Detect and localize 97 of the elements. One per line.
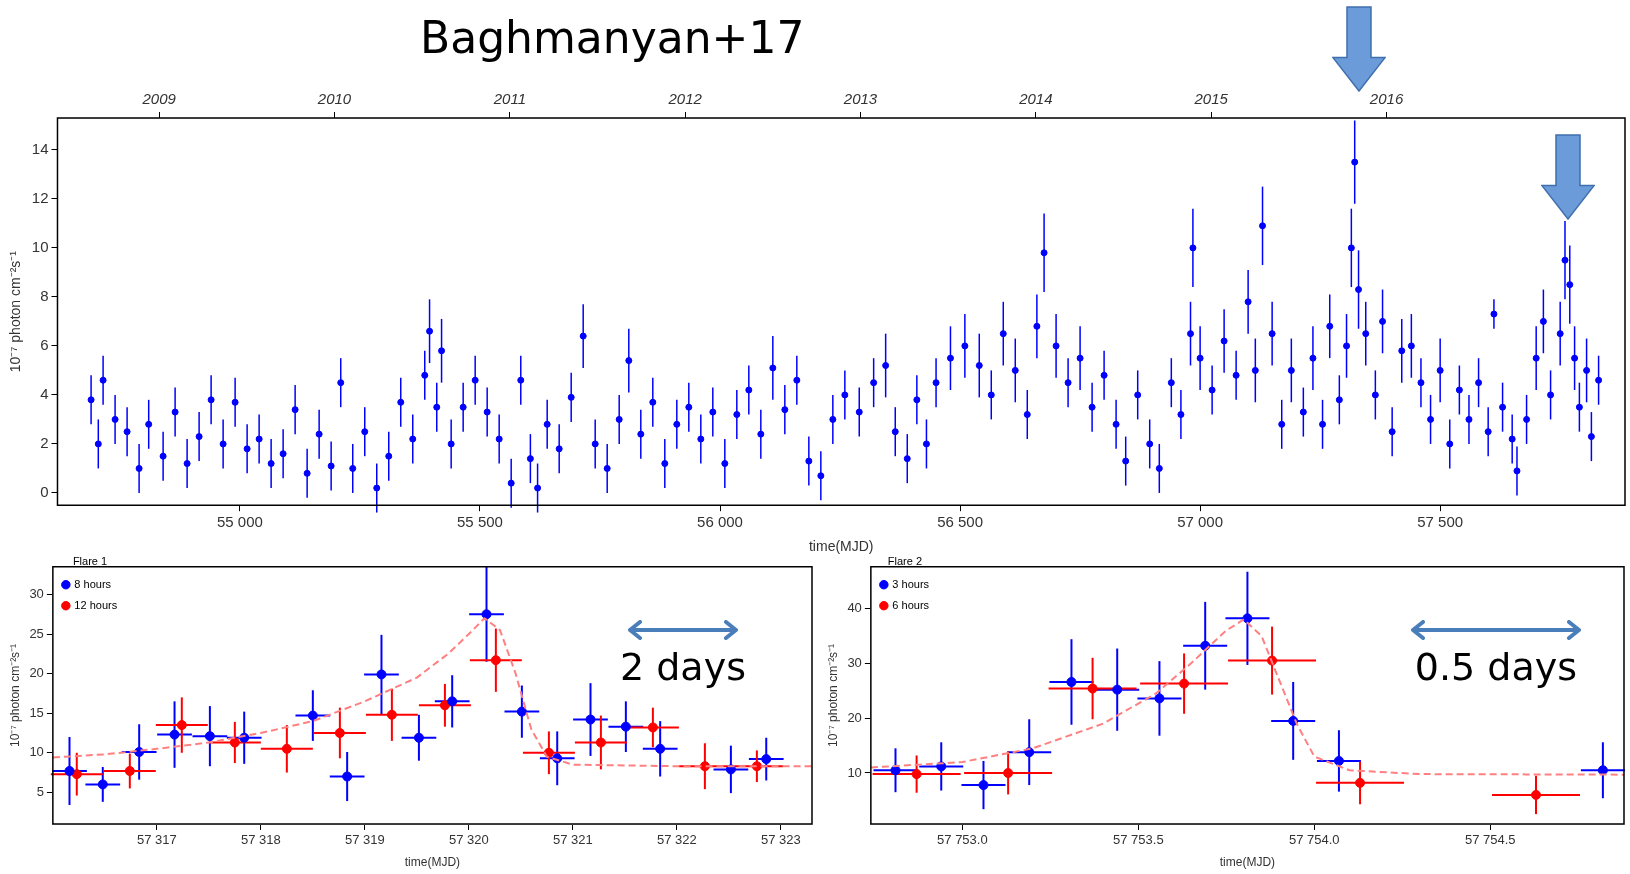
y-tick-label: 40: [847, 600, 862, 616]
point: [97, 779, 108, 790]
x-tick-label: 57 753.5: [1113, 832, 1164, 848]
x-tick-label: 57 323: [760, 832, 801, 848]
x-axis-title: time(MJD): [1219, 855, 1276, 870]
y-axis-title: 10⁻⁷ photon cm⁻²s⁻¹: [7, 643, 22, 747]
x-axis-title: time(MJD): [808, 538, 874, 555]
point: [413, 732, 424, 743]
y-tick-label: 20: [847, 709, 862, 725]
legend-label: 12 hours: [74, 598, 118, 611]
point: [490, 655, 501, 666]
annotation: 0.5 days: [1414, 644, 1578, 689]
point: [176, 720, 187, 731]
y-tick-label: 0: [40, 483, 49, 501]
point: [620, 721, 631, 732]
x2-tick-label: 2009: [141, 90, 177, 108]
point: [281, 743, 292, 754]
point: [890, 765, 901, 776]
point: [447, 696, 458, 707]
x2-tick-label: 2014: [1018, 90, 1053, 108]
x2-tick-label: 2010: [316, 90, 352, 108]
point: [1154, 693, 1165, 704]
point: [1112, 684, 1123, 695]
x-tick-label: 57 000: [1177, 513, 1224, 531]
x-tick-label: 57 318: [240, 832, 281, 848]
point: [71, 769, 82, 780]
point: [585, 714, 596, 725]
y-tick-label: 14: [31, 140, 49, 157]
point: [1003, 768, 1014, 778]
y-tick-label: 6: [40, 336, 49, 354]
y-tick-label: 20: [29, 665, 44, 681]
point: [761, 754, 772, 765]
y-tick-label: 30: [29, 586, 44, 602]
point: [386, 709, 397, 720]
x2-tick-label: 2011: [492, 90, 526, 108]
legend-label: 6 hours: [892, 598, 930, 611]
point: [229, 737, 240, 748]
y-tick-label: 10: [29, 744, 44, 760]
point: [204, 731, 215, 742]
x-tick-label: 57 500: [1417, 513, 1464, 531]
y-tick-label: 12: [31, 189, 49, 207]
annotation: 2 days: [619, 644, 746, 689]
y-tick-label: 2: [40, 434, 49, 452]
x-tick-label: 55 000: [216, 513, 263, 531]
x-tick-label: 57 317: [136, 832, 177, 848]
y-tick-label: 8: [40, 287, 49, 305]
point: [334, 727, 345, 738]
point: [647, 722, 658, 733]
x2-tick-label: 2013: [842, 90, 878, 108]
point: [169, 729, 180, 740]
y-tick-label: 25: [29, 625, 44, 641]
point: [655, 743, 666, 754]
point: [376, 669, 387, 680]
point: [911, 769, 922, 780]
point: [1355, 777, 1366, 788]
point: [1087, 683, 1098, 694]
x-tick-label: 55 500: [457, 513, 503, 531]
x-axis-title: time(MJD): [404, 855, 461, 870]
point: [1333, 755, 1344, 766]
x-tick-label: 57 320: [448, 832, 489, 848]
x2-tick-label: 2015: [1193, 90, 1229, 108]
legend-label: 3 hours: [892, 577, 930, 590]
point: [1179, 678, 1190, 689]
x-tick-label: 57 319: [344, 832, 385, 848]
x2-tick-label: 2012: [667, 90, 703, 108]
x-tick-label: 57 321: [552, 832, 593, 848]
point: [64, 765, 75, 776]
legend-title: Flare 1: [72, 554, 108, 567]
y-axis-title: 10⁻⁷ photon cm⁻²s⁻¹: [7, 250, 24, 373]
point: [1242, 613, 1253, 624]
y-tick-label: 5: [36, 783, 44, 799]
chart-title: Baghmanyan+17: [420, 12, 805, 63]
x-tick-label: 57 322: [656, 832, 697, 848]
point: [978, 780, 989, 791]
point: [1531, 789, 1542, 800]
x-tick-label: 57 754.0: [1288, 832, 1340, 848]
point: [1066, 676, 1077, 687]
point: [124, 765, 135, 776]
x-tick-label: 56 000: [697, 513, 743, 531]
x2-tick-label: 2016: [1368, 90, 1404, 108]
point: [481, 609, 492, 620]
legend-label: 8 hours: [74, 577, 112, 590]
y-axis-title: 10⁻⁷ photon cm⁻²s⁻¹: [825, 643, 840, 747]
x-tick-label: 57 753.0: [937, 832, 988, 848]
legend-title: Flare 2: [887, 554, 923, 567]
y-tick-label: 15: [29, 704, 44, 720]
point: [516, 706, 527, 717]
y-tick-label: 10: [31, 238, 49, 256]
point: [307, 710, 318, 721]
point: [595, 737, 606, 748]
point: [342, 771, 353, 782]
y-tick-label: 10: [847, 764, 862, 780]
point: [439, 700, 450, 711]
x-tick-label: 57 754.5: [1464, 832, 1516, 848]
x-tick-label: 56 500: [937, 513, 984, 531]
y-tick-label: 30: [847, 654, 862, 670]
y-tick-label: 4: [40, 385, 49, 403]
